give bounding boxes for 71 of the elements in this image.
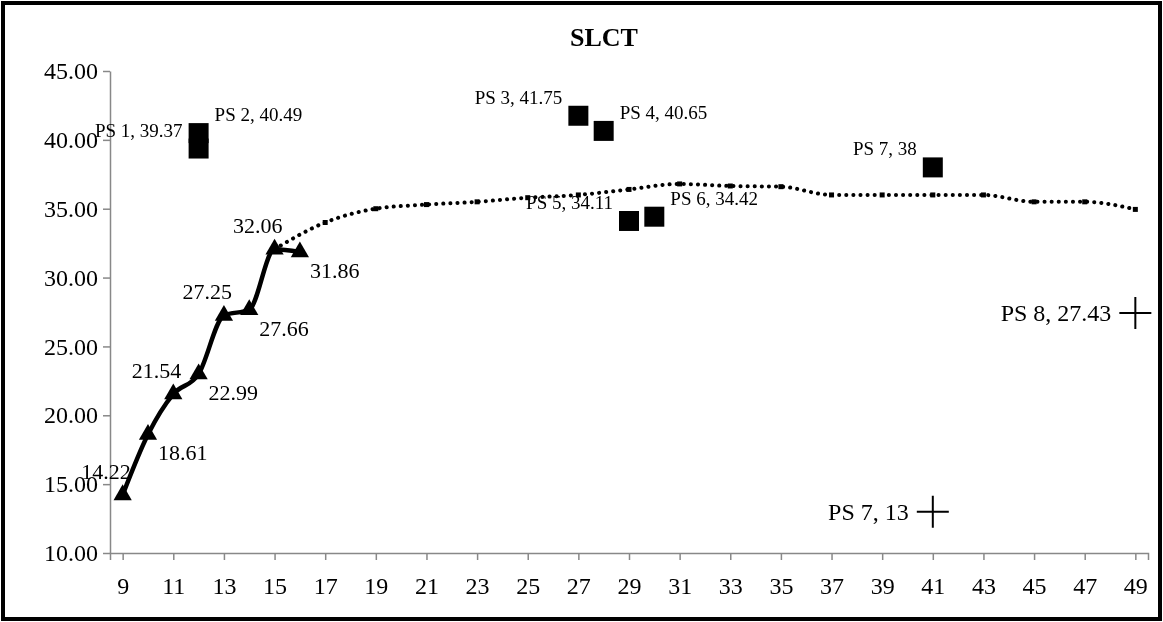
- point: [214, 304, 234, 321]
- point: [568, 105, 589, 126]
- x-tick-label: 29: [617, 573, 642, 600]
- chart-title: SLCT: [570, 23, 638, 52]
- point: [113, 484, 132, 501]
- x-tick-label: 11: [162, 573, 186, 600]
- point: [290, 241, 309, 258]
- point: [930, 192, 936, 198]
- data-label: 21.54: [131, 358, 182, 384]
- point: [1031, 199, 1037, 205]
- point: [423, 202, 429, 208]
- data-label: 27.66: [259, 315, 309, 341]
- y-tick-label: 30.00: [44, 264, 98, 291]
- data-label: 32.06: [233, 213, 283, 239]
- data-label: 31.86: [309, 257, 360, 283]
- point: [240, 299, 259, 316]
- data-label: PS 7, 38: [852, 138, 917, 160]
- data-label: PS 7, 13: [828, 498, 909, 525]
- point: [474, 199, 480, 205]
- point: [644, 206, 665, 227]
- x-tick-label: 33: [718, 573, 743, 600]
- data-label: 27.25: [182, 279, 232, 305]
- point: [619, 210, 639, 231]
- x-tick-label: 9: [117, 573, 130, 600]
- x-tick-label: 35: [769, 573, 794, 600]
- data-label: PS 4, 40.65: [619, 101, 708, 123]
- x-tick-label: 39: [870, 573, 895, 600]
- point: [626, 186, 632, 192]
- point: [879, 192, 885, 198]
- point: [829, 192, 835, 198]
- data-label: PS 2, 40.49: [214, 104, 303, 126]
- point: [1082, 199, 1088, 205]
- x-tick-label: 17: [313, 573, 338, 600]
- point: [677, 181, 683, 187]
- point: [1132, 206, 1138, 212]
- x-tick-label: 31: [668, 573, 693, 600]
- point: [322, 219, 328, 225]
- point: [922, 157, 943, 178]
- point: [373, 206, 379, 212]
- y-tick-label: 20.00: [44, 402, 98, 429]
- x-tick-label: 19: [364, 573, 389, 600]
- data-label: PS 6, 34.42: [670, 187, 758, 209]
- y-tick-label: 10.00: [44, 540, 98, 567]
- x-tick-label: 25: [516, 573, 541, 600]
- x-tick-label: 45: [1022, 573, 1047, 600]
- x-tick-label: 47: [1073, 573, 1098, 600]
- point: [727, 183, 733, 189]
- x-tick-label: 37: [820, 573, 845, 600]
- point: [593, 120, 614, 141]
- point: [188, 123, 209, 144]
- point: [138, 423, 158, 440]
- x-tick-label: 27: [566, 573, 591, 600]
- y-tick-label: 35.00: [44, 195, 98, 222]
- point: [164, 383, 183, 400]
- x-tick-label: 23: [465, 573, 490, 600]
- data-label: PS 8, 27.43: [1000, 299, 1112, 326]
- point: [189, 363, 208, 380]
- y-tick-label: 25.00: [44, 333, 98, 360]
- x-tick-label: 41: [921, 573, 946, 600]
- point: [980, 192, 986, 198]
- point: [778, 184, 784, 190]
- x-tick-label: 15: [263, 573, 288, 600]
- point: [1119, 296, 1152, 329]
- y-tick-label: 45.00: [44, 58, 98, 85]
- data-label: PS 3, 41.75: [474, 86, 563, 108]
- x-tick-label: 43: [971, 573, 996, 600]
- x-tick-label: 49: [1123, 573, 1148, 600]
- data-label: 18.61: [157, 440, 208, 466]
- x-tick-label: 21: [414, 573, 439, 600]
- x-tick-label: 13: [212, 573, 237, 600]
- data-label: 22.99: [208, 380, 259, 406]
